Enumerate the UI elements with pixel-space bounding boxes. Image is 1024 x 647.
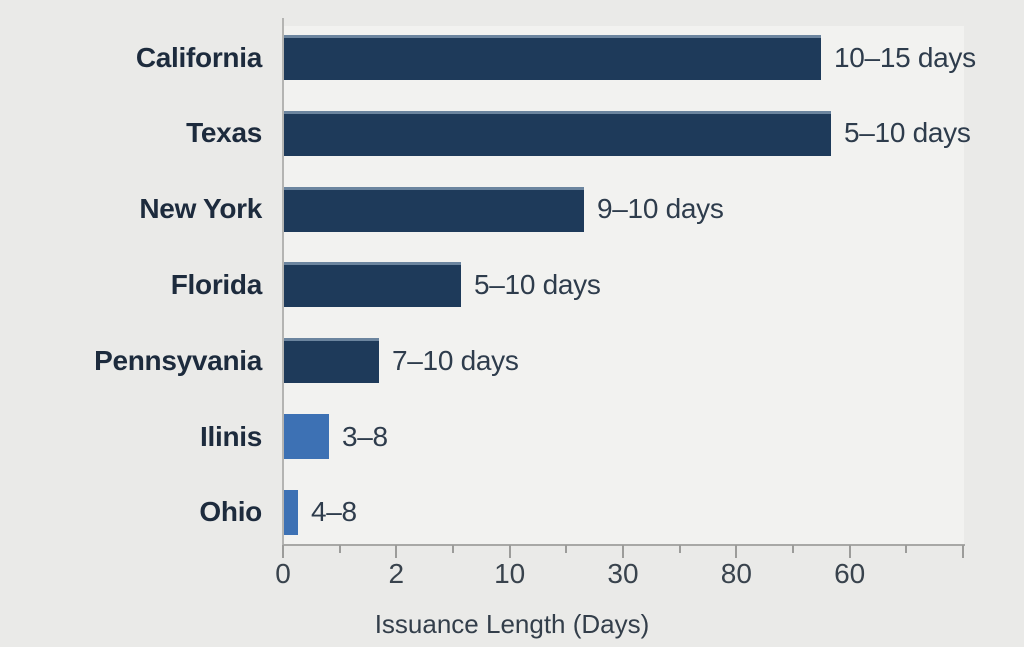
x-minor-tick-2 bbox=[565, 545, 568, 553]
category-label-1: Texas bbox=[186, 117, 262, 149]
x-tick-label-2: 10 bbox=[494, 558, 526, 589]
value-label-1: 5–10 days bbox=[844, 117, 971, 149]
category-label-4: Pennsyvania bbox=[94, 344, 262, 376]
x-major-tick-3 bbox=[622, 545, 624, 558]
x-axis-title: Issuance Length (Days) bbox=[374, 609, 650, 639]
x-tick-label-5: 60 bbox=[834, 558, 866, 589]
x-major-tick-6 bbox=[962, 545, 964, 558]
x-tick-label-3: 30 bbox=[607, 558, 639, 589]
bar-6 bbox=[284, 489, 298, 535]
bar-4 bbox=[284, 338, 379, 384]
bar-2 bbox=[284, 186, 584, 232]
y-axis-line bbox=[282, 18, 284, 545]
value-label-4: 7–10 days bbox=[392, 344, 519, 376]
bar-5 bbox=[284, 414, 329, 460]
value-label-6: 4–8 bbox=[311, 496, 357, 528]
x-minor-tick-0 bbox=[338, 545, 341, 553]
category-label-5: Ilinis bbox=[200, 420, 262, 452]
x-major-tick-4 bbox=[735, 545, 738, 558]
bar-1 bbox=[284, 110, 831, 156]
x-tick-label-0: 0 bbox=[275, 558, 291, 589]
x-major-tick-1 bbox=[395, 545, 398, 558]
bar-0 bbox=[284, 35, 821, 80]
value-label-5: 3–8 bbox=[342, 420, 388, 452]
x-minor-tick-5 bbox=[905, 545, 908, 553]
x-minor-tick-3 bbox=[678, 545, 681, 553]
x-major-tick-5 bbox=[848, 545, 851, 558]
x-axis-line bbox=[283, 544, 965, 546]
x-minor-tick-4 bbox=[792, 545, 794, 553]
category-label-3: Florida bbox=[170, 268, 263, 300]
bar-3 bbox=[284, 262, 461, 308]
category-label-2: New York bbox=[139, 193, 262, 225]
x-major-tick-0 bbox=[282, 545, 284, 558]
value-label-0: 10–15 days bbox=[834, 41, 976, 73]
category-label-6: Ohio bbox=[199, 496, 262, 528]
x-major-tick-2 bbox=[508, 545, 511, 558]
x-minor-tick-1 bbox=[452, 545, 454, 553]
category-label-0: California bbox=[135, 41, 262, 73]
x-tick-label-1: 2 bbox=[388, 558, 405, 589]
x-tick-label-4: 80 bbox=[720, 558, 752, 589]
value-label-3: 5–10 days bbox=[474, 268, 601, 300]
value-label-2: 9–10 days bbox=[597, 193, 724, 225]
